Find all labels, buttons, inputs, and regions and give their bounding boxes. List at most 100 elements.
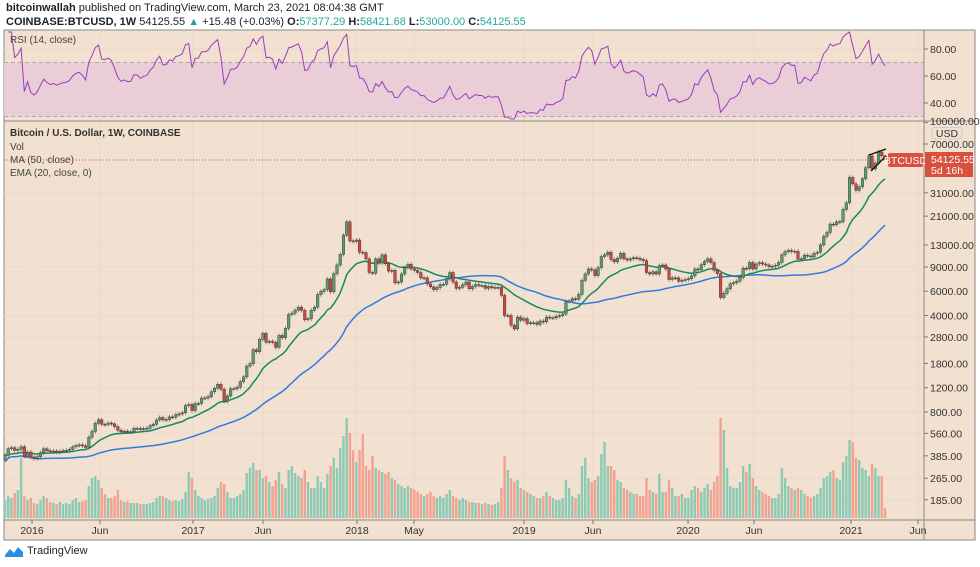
candle-body (348, 221, 352, 242)
price-axis[interactable]: 100000.00 70000.00 31000.00 21000.00 13000.0… (924, 116, 980, 507)
candle-body (322, 289, 326, 292)
volume-bar (261, 478, 265, 518)
volume-bar (184, 492, 187, 518)
volume-bar (458, 500, 461, 518)
currency-badge[interactable] (931, 127, 963, 140)
rsi-axis[interactable]: 80.00 60.00 40.00 (924, 44, 956, 110)
candles (3, 149, 887, 462)
volume-bar (19, 458, 23, 518)
volume-bar (703, 488, 706, 518)
candle-body (516, 316, 520, 330)
candle-body (445, 278, 449, 285)
candle-body (283, 328, 287, 338)
candle-body (632, 257, 636, 260)
high-value: 58421.68 (359, 16, 406, 28)
volume-bar (845, 456, 848, 518)
candle-body (731, 282, 735, 285)
volume-bar (561, 498, 564, 518)
rsi-legend[interactable]: RSI (14, close) (10, 35, 77, 46)
volume-bar (164, 498, 168, 518)
candle-body (680, 280, 684, 282)
time-axis[interactable]: 2016 Jun 2017 Jun 2018 May 2019 Jun 2020 Jun 2021 J… (20, 520, 927, 537)
volume-bar (822, 478, 825, 518)
volume-bar (132, 503, 136, 518)
candle-body (3, 455, 7, 460)
volume-bar (197, 496, 200, 518)
volume-bar (106, 498, 110, 518)
tradingview-logo[interactable]: TradingView (4, 545, 88, 557)
volume-bar (799, 490, 803, 518)
candle-body (819, 244, 823, 253)
volume-bar (438, 496, 442, 518)
candle-body (193, 403, 197, 411)
volume-bar (403, 488, 406, 518)
candle-body (628, 258, 632, 261)
candle-body (232, 388, 236, 390)
candle-body (290, 312, 294, 315)
candle-body (409, 264, 413, 270)
time-tick-label: 2018 (345, 525, 369, 537)
candle-body (358, 239, 362, 253)
candle-body (670, 277, 674, 280)
author[interactable]: bitcoinwallah (6, 2, 76, 14)
candle-body (158, 417, 162, 421)
candle-body (22, 446, 26, 457)
volume-bar (442, 498, 445, 518)
candle-body (438, 284, 442, 288)
volume-bar (419, 494, 423, 518)
volume-bar (129, 503, 132, 518)
volume-bar (883, 508, 887, 518)
volume-bar (97, 480, 100, 518)
candle-body (748, 262, 752, 269)
candle-body (251, 349, 255, 364)
candle-body (780, 254, 784, 263)
candle-body (773, 265, 777, 267)
candle-body (71, 446, 75, 450)
volume-bar (545, 492, 548, 518)
candle-body (138, 428, 142, 430)
volume-bar (55, 504, 58, 518)
volume-bar (816, 494, 819, 518)
volume-bar (506, 470, 510, 518)
volume-bar (416, 492, 419, 518)
volume-bar (152, 502, 155, 518)
volume-bar (271, 486, 274, 518)
candle-body (225, 395, 229, 402)
volume-bar (368, 470, 371, 518)
volume-bar (177, 501, 181, 518)
price-tick-label: 1800.00 (930, 358, 968, 370)
volume-bars (3, 418, 887, 518)
ema-legend[interactable]: EMA (20, close, 0) (10, 168, 92, 179)
volume-bar (806, 496, 809, 518)
candle-body (87, 436, 91, 448)
candle-body (300, 306, 304, 311)
volume-bar (648, 490, 651, 518)
candle-body (161, 417, 165, 420)
volume-bar (100, 488, 103, 518)
candle-body (26, 451, 30, 457)
volume-bar (487, 504, 490, 518)
volume-bar (393, 480, 397, 518)
candle-body (16, 449, 20, 451)
indicator-lines (4, 178, 886, 463)
volume-bar (761, 492, 764, 518)
candle-body (519, 316, 523, 321)
candle-body (32, 456, 36, 459)
volume-bar (477, 503, 481, 518)
candle-body (741, 268, 745, 278)
candle-body (203, 397, 207, 400)
ma-legend[interactable]: MA (50, close) (10, 155, 74, 166)
vol-legend[interactable]: Vol (10, 142, 24, 153)
candle-body (38, 452, 42, 457)
published-text: published on TradingView.com, March 23, … (78, 2, 384, 14)
volume-bar (735, 488, 738, 518)
time-tick-label: 2020 (676, 525, 700, 537)
volume-bar (593, 480, 597, 518)
candle-body (100, 419, 104, 425)
candle-body (184, 405, 188, 413)
candle-body (454, 281, 458, 289)
rsi-pane[interactable] (8, 31, 886, 120)
volume-bar (351, 450, 355, 518)
volume-bar (409, 488, 413, 518)
